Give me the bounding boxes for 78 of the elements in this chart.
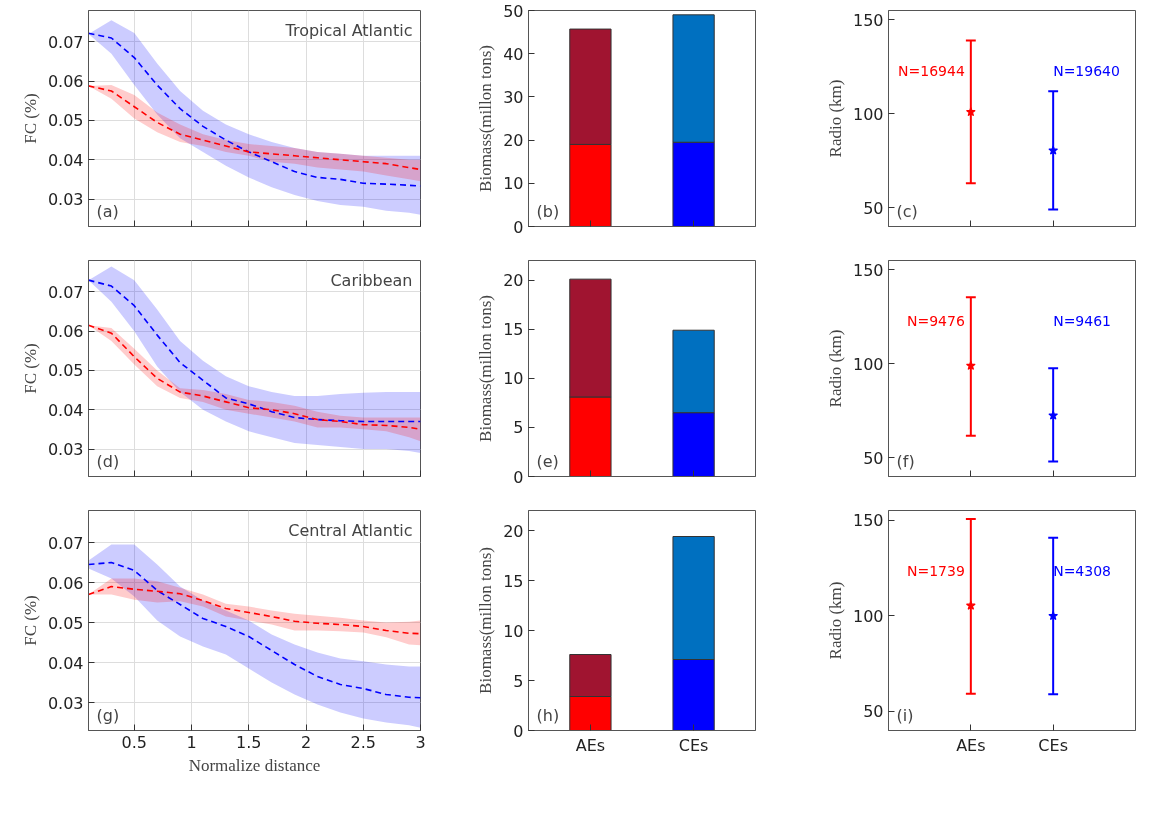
y-tick-label: 50 [863,198,884,218]
annotation: (d) [96,451,120,471]
y-tick-label: 0.07 [47,32,84,52]
annotation: (h) [536,705,560,725]
y-tick-label: 15 [503,571,524,591]
annotation: N=4308 [1053,562,1112,579]
y-axis-title: Biomass(millon tons) [476,547,496,694]
text: Central Atlantic [288,520,413,540]
y-tick-label: 0.04 [47,400,84,420]
y-tick-label: 5 [513,671,524,691]
y-tick-label: 0.05 [47,361,84,381]
y-tick-label: 150 [852,511,884,531]
x-tick-label: CEs [1038,735,1068,755]
y-tick-label: 0.05 [47,613,84,633]
x-tick-label: 3 [415,732,426,752]
y-tick-label: 0.04 [47,653,84,673]
y-tick-label: 20 [503,271,524,291]
y-tick-label: 15 [503,320,524,340]
y-tick-label: 0.03 [47,190,84,210]
y-tick-label: 150 [852,260,884,280]
y-axis-title: FC (%) [20,93,40,144]
annotation: (f) [896,451,915,471]
y-tick-label: 0.03 [47,440,84,460]
y-tick-label: 0.04 [47,150,84,170]
y-axis-title: Biomass(millon tons) [476,45,496,192]
y-tick-label: 10 [503,369,524,389]
annotation: (b) [536,201,560,221]
x-tick-label: CEs [678,735,709,755]
y-tick-label: 40 [503,44,524,64]
y-tick-label: 0.06 [47,322,84,342]
x-tick-label: 2.5 [350,732,376,752]
x-tick-label: AEs [956,735,986,755]
y-axis-title: Biomass(millon tons) [476,295,496,442]
y-tick-label: 50 [863,702,884,722]
annotation: N=19640 [1053,62,1120,79]
y-tick-label: 0.03 [47,693,84,713]
annotation: (c) [896,201,918,221]
annotation: N=9461 [1053,312,1112,329]
y-tick-label: 20 [503,131,524,151]
y-tick-label: 50 [503,1,524,21]
x-tick-label: 1 [186,732,197,752]
annotation: N=9476 [907,312,965,329]
annotation: (e) [536,451,559,471]
y-axis-title: FC (%) [20,343,40,394]
y-tick-label: 30 [503,87,524,107]
y-axis-title: Radio (km) [825,79,845,158]
y-tick-label: 0 [513,721,524,741]
y-tick-label: 100 [852,104,884,124]
annotation: (g) [96,705,120,725]
annotation: N=1739 [907,562,965,579]
y-axis-title: Radio (km) [825,329,845,408]
x-axis-title: Normalize distance [188,755,321,775]
y-tick-label: 0.06 [47,72,84,92]
y-tick-label: 10 [503,621,524,641]
y-tick-label: 100 [852,354,884,374]
y-tick-label: 10 [503,174,524,194]
y-tick-label: 0.07 [47,533,84,553]
y-axis-title: Radio (km) [825,581,845,660]
y-tick-label: 0 [513,217,524,237]
text: Caribbean [330,270,413,290]
x-tick-label: 1.5 [236,732,262,752]
x-tick-label: 2 [300,732,312,752]
y-tick-label: 0 [513,467,524,487]
y-tick-label: 0.06 [47,573,84,593]
y-tick-label: 150 [852,10,884,30]
annotation: (a) [96,201,119,221]
x-tick-label: AEs [575,735,606,755]
y-tick-label: 0.05 [47,111,84,131]
y-tick-label: 5 [513,418,524,438]
x-tick-label: 0.5 [121,732,148,752]
annotation: (i) [896,705,914,725]
y-tick-label: 0.07 [47,282,84,302]
y-tick-label: 20 [503,521,524,541]
y-tick-label: 50 [863,448,884,468]
y-axis-title: FC (%) [20,595,40,646]
text: Tropical Atlantic [284,20,413,40]
annotation: N=16944 [898,62,965,79]
y-tick-label: 100 [852,606,884,626]
